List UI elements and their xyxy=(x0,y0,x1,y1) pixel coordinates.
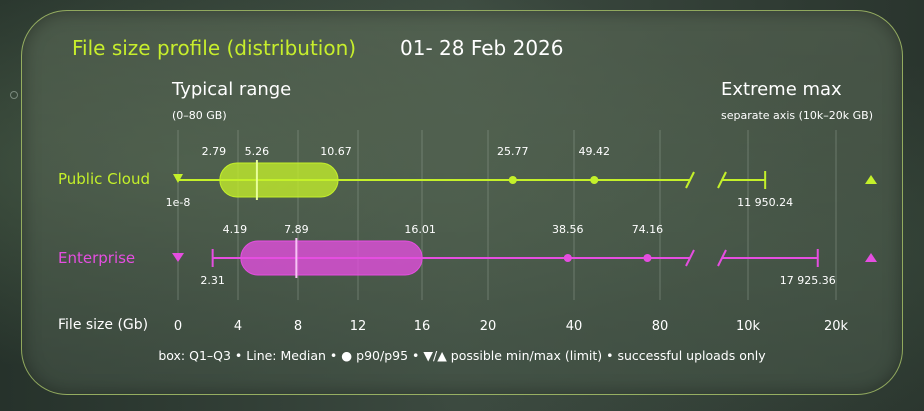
median-label: 7.89 xyxy=(284,223,309,236)
typical-range-title: Typical range xyxy=(172,79,292,100)
max-limit-marker xyxy=(865,253,877,262)
p95-label: 49.42 xyxy=(579,145,611,158)
x-tick-label: 0 xyxy=(174,319,182,334)
max-limit-marker xyxy=(865,175,877,184)
x-tick-label: 80 xyxy=(652,319,669,334)
iqr-box xyxy=(219,162,339,198)
decorative-dot xyxy=(10,91,18,99)
x-tick-label: 10k xyxy=(736,319,761,334)
axis-break xyxy=(685,249,695,267)
q3-label: 16.01 xyxy=(404,223,436,236)
date-range: 01- 28 Feb 2026 xyxy=(400,36,564,60)
iqr-box xyxy=(240,240,423,276)
median-label: 5.26 xyxy=(245,145,270,158)
axis-break xyxy=(685,171,695,189)
min-label: 1e-8 xyxy=(166,196,191,209)
max-label: 17 925.36 xyxy=(780,274,836,287)
q1-label: 2.79 xyxy=(202,145,227,158)
extreme-max-subtitle: separate axis (10k–20k GB) xyxy=(721,109,873,122)
q3-label: 10.67 xyxy=(320,145,352,158)
p90-label: 38.56 xyxy=(552,223,584,236)
chart-title: File size profile (distribution) xyxy=(72,36,357,60)
x-tick-label: 16 xyxy=(414,319,431,334)
p90-dot xyxy=(508,176,517,184)
x-axis-label: File size (Gb) xyxy=(58,317,149,333)
min-marker xyxy=(173,174,183,183)
p90-dot xyxy=(563,254,572,262)
min-label: 2.31 xyxy=(200,274,225,287)
series-label-public-cloud: Public Cloud xyxy=(58,170,151,188)
p95-label: 74.16 xyxy=(632,223,664,236)
x-tick-label: 8 xyxy=(294,319,302,334)
p95-dot xyxy=(643,254,652,262)
footnote: box: Q1–Q3 • Line: Median • ● p90/p95 • … xyxy=(158,348,766,363)
typical-range-subtitle: (0–80 GB) xyxy=(172,109,227,122)
p90-label: 25.77 xyxy=(497,145,529,158)
min-limit-marker xyxy=(172,253,184,262)
x-tick-label: 12 xyxy=(350,319,367,334)
x-tick-label: 40 xyxy=(566,319,583,334)
q1-label: 4.19 xyxy=(223,223,248,236)
chart-card xyxy=(21,10,903,395)
x-tick-label: 20k xyxy=(824,319,849,334)
extreme-max-title: Extreme max xyxy=(721,79,842,100)
max-label: 11 950.24 xyxy=(737,196,793,209)
p95-dot xyxy=(590,176,599,184)
series-label-enterprise: Enterprise xyxy=(58,249,136,267)
x-tick-label: 20 xyxy=(480,319,497,334)
x-tick-label: 4 xyxy=(234,319,242,334)
